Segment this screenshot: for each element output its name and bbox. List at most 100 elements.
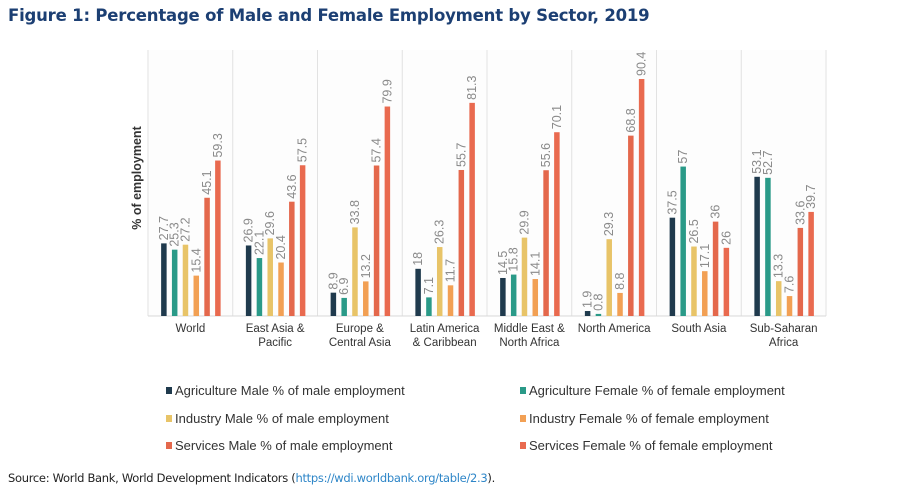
data-label: 90.4 (635, 52, 649, 76)
bar (469, 102, 475, 316)
data-label: 81.3 (465, 75, 479, 99)
bar (797, 227, 804, 316)
data-label: 18 (411, 252, 425, 266)
data-label: 11.7 (444, 259, 458, 282)
bar (638, 79, 645, 316)
data-label: 57 (676, 150, 690, 164)
data-label: 29.3 (602, 212, 616, 236)
data-label: 13.3 (772, 254, 786, 278)
legend-label: Industry Male % of male employment (175, 411, 389, 426)
x-tick-label: East Asia & (246, 323, 305, 335)
bar (786, 296, 793, 316)
data-label: 36 (709, 205, 723, 219)
bar (341, 297, 347, 316)
data-label: 26.3 (433, 220, 447, 244)
data-label: 22.1 (252, 231, 266, 255)
data-label: 33.8 (348, 200, 362, 224)
legend-label: Industry Female % of female employment (529, 411, 769, 426)
data-label: 39.7 (804, 185, 818, 209)
legend-swatch (166, 415, 172, 422)
bar (680, 166, 686, 316)
bar (775, 281, 782, 316)
x-tick-label: South Asia (671, 323, 727, 335)
bar (458, 169, 465, 316)
bar (584, 311, 591, 316)
x-tick-label: Europe & (336, 323, 384, 335)
data-label: 26 (719, 231, 733, 245)
data-label: 57.5 (296, 138, 310, 162)
bar (617, 292, 623, 316)
legend-item: Services Female % of female employment (520, 438, 772, 453)
legend-swatch (520, 442, 526, 449)
data-label: 27.2 (178, 217, 192, 241)
data-label: 26.5 (687, 219, 701, 243)
bar (595, 313, 602, 316)
data-label: 6.9 (337, 277, 351, 294)
x-tick-label: Sub-Saharan (750, 323, 818, 335)
data-label: 7.6 (783, 276, 797, 293)
data-label: 8.9 (326, 272, 340, 289)
data-label: 52.7 (761, 150, 775, 174)
data-label: 55.6 (539, 143, 553, 167)
x-tick-label: & Caribbean (413, 337, 477, 349)
bar-chart: % of employment 27.725.327.2 15.4 45.1 59.3 W… (130, 50, 827, 349)
legend-label: Services Male % of male employment (175, 438, 393, 453)
data-label: 43.6 (285, 174, 299, 198)
data-label: 57.4 (370, 138, 384, 162)
bar (330, 292, 337, 316)
bar (628, 135, 634, 316)
bar (256, 258, 263, 316)
bar (532, 279, 539, 316)
data-label: 53.1 (750, 149, 764, 173)
data-label: 8.8 (613, 273, 627, 290)
bar (171, 249, 178, 316)
bar (161, 243, 167, 316)
legend-label: Agriculture Female % of female employmen… (529, 383, 785, 398)
bar (702, 271, 708, 316)
data-label: 1.9 (581, 291, 595, 308)
bar (521, 237, 528, 316)
data-label: 70.1 (550, 105, 564, 129)
data-label: 25.3 (168, 222, 182, 246)
bar (691, 246, 697, 316)
bar (447, 285, 454, 316)
bar (510, 274, 517, 316)
legend-label: Agriculture Male % of male employment (175, 383, 405, 398)
data-label: 15.4 (189, 248, 203, 272)
bar (363, 281, 369, 316)
x-tick-label: Africa (769, 337, 799, 349)
bar (182, 244, 189, 316)
source-link[interactable]: https://wdi.worldbank.org/table/2.3 (295, 471, 488, 485)
data-label: 17.1 (698, 244, 712, 268)
source-note: Source: World Bank, World Development In… (8, 471, 495, 485)
data-label: 20.4 (274, 235, 288, 259)
legend-item: Services Male % of male employment (166, 438, 392, 453)
data-label: 13.2 (359, 254, 373, 278)
source-prefix: Source: World Bank, World Development In… (8, 471, 296, 485)
bar (606, 239, 612, 316)
y-axis-label: % of employment (130, 125, 144, 229)
data-label: 37.5 (665, 190, 679, 214)
x-tick-label: North Africa (499, 337, 560, 349)
bar (554, 132, 560, 316)
bar (765, 177, 771, 316)
bar (278, 262, 284, 316)
bar (669, 217, 676, 316)
data-label: 55.7 (454, 143, 468, 167)
data-label: 45.1 (200, 170, 214, 194)
x-tick-label: Central Asia (329, 337, 392, 349)
bar (245, 245, 252, 316)
bar (384, 106, 391, 317)
bar (754, 176, 760, 316)
bar (289, 201, 295, 316)
data-label: 0.8 (591, 293, 605, 310)
bar (193, 275, 200, 316)
data-label: 29.9 (517, 210, 531, 234)
x-tick-label: Middle East & (494, 323, 565, 335)
bar (299, 165, 306, 316)
bar (500, 277, 506, 316)
legend-item: Industry Male % of male employment (166, 411, 389, 426)
data-label: 27.7 (157, 216, 171, 240)
legend-swatch (166, 442, 172, 449)
x-tick-label: Pacific (258, 337, 292, 349)
